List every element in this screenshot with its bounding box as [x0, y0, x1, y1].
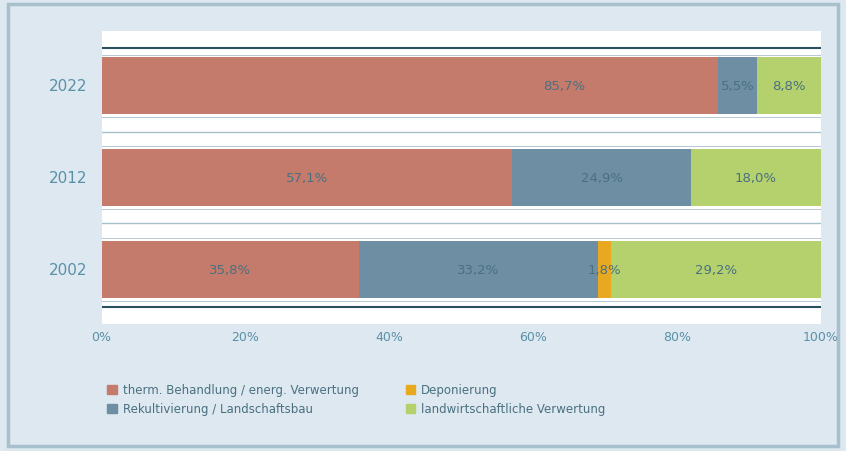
Text: 2022: 2022: [48, 79, 87, 94]
Bar: [597, 241, 611, 298]
Text: 29,2%: 29,2%: [695, 263, 737, 276]
Text: 57,1%: 57,1%: [286, 172, 328, 184]
Bar: [359, 241, 597, 298]
Text: 2012: 2012: [48, 170, 87, 186]
Text: 33,2%: 33,2%: [457, 263, 499, 276]
Text: 2002: 2002: [48, 262, 87, 277]
Text: 24,9%: 24,9%: [580, 172, 623, 184]
Legend: therm. Behandlung / energ. Verwertung, Rekultivierung / Landschaftsbau, Deponier: therm. Behandlung / energ. Verwertung, R…: [107, 383, 606, 415]
Bar: [102, 241, 359, 298]
Text: 35,8%: 35,8%: [209, 263, 251, 276]
Bar: [102, 150, 512, 207]
Text: 5,5%: 5,5%: [721, 80, 755, 93]
Text: 18,0%: 18,0%: [735, 172, 777, 184]
Bar: [512, 150, 691, 207]
Text: 1,8%: 1,8%: [587, 263, 621, 276]
Bar: [757, 58, 821, 115]
Text: 85,7%: 85,7%: [542, 80, 585, 93]
Bar: [691, 150, 821, 207]
Bar: [102, 58, 717, 115]
Bar: [717, 58, 757, 115]
Text: 8,8%: 8,8%: [772, 80, 805, 93]
Bar: [611, 241, 821, 298]
